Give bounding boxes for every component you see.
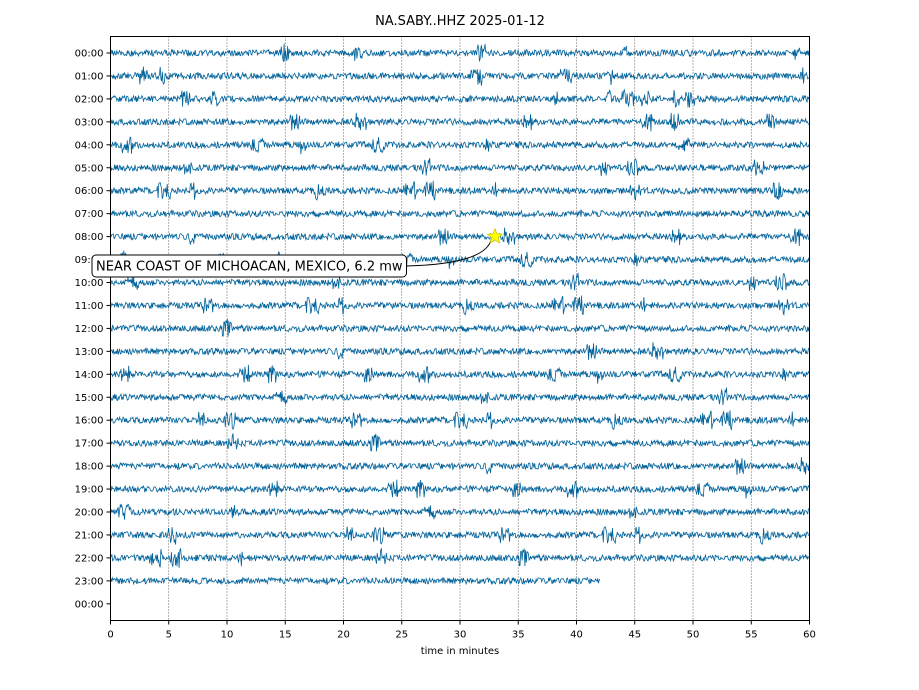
event-annotation: NEAR COAST OF MICHOACAN, MEXICO, 6.2 mw <box>91 227 504 278</box>
trace-line <box>110 342 810 361</box>
event-annotation-box <box>91 254 408 278</box>
x-tick-label: 0 <box>107 630 113 641</box>
trace-line <box>110 432 810 452</box>
x-tick-label: 15 <box>279 630 292 641</box>
y-tick-label: 11:00 <box>75 301 104 312</box>
y-tick-label: 14:00 <box>75 370 104 381</box>
y-tick-label: 00:00 <box>75 49 104 60</box>
y-tick-label: 22:00 <box>75 553 104 564</box>
x-axis-label: time in minutes <box>421 646 500 657</box>
trace-line <box>110 209 810 219</box>
trace-line <box>110 457 810 475</box>
trace-line <box>110 295 810 316</box>
y-tick-label: 05:00 <box>75 163 104 174</box>
trace-line <box>110 272 810 291</box>
trace-line <box>110 410 810 431</box>
y-tick-label: 09:00 <box>75 255 104 266</box>
event-annotation-label: NEAR COAST OF MICHOACAN, MEXICO, 6.2 mw <box>96 260 403 275</box>
y-tick-label: 12:00 <box>75 324 104 335</box>
y-tick-label: 19:00 <box>75 485 104 496</box>
x-tick-label: 55 <box>745 630 758 641</box>
trace-line <box>110 43 810 63</box>
trace-line <box>110 479 810 499</box>
y-tick-label: 01:00 <box>75 71 104 82</box>
x-tick-label: 30 <box>454 630 467 641</box>
x-tick-label: 20 <box>337 630 350 641</box>
trace-line <box>110 112 810 132</box>
x-tick-label: 5 <box>166 630 172 641</box>
x-tick-label: 25 <box>395 630 408 641</box>
x-tick-label: 40 <box>570 630 583 641</box>
trace-line <box>110 503 810 520</box>
x-tick-label: 10 <box>221 630 234 641</box>
y-tick-label: 10:00 <box>75 278 104 289</box>
y-tick-label: 08:00 <box>75 232 104 243</box>
trace-line <box>110 547 810 568</box>
trace-line <box>110 180 810 202</box>
x-axis-ticks: 0 5 10 15 20 25 30 35 40 45 50 55 60 <box>107 620 816 641</box>
y-tick-label: 07:00 <box>75 209 104 220</box>
y-tick-label: 13:00 <box>75 347 104 358</box>
trace-line <box>110 88 810 108</box>
trace-line <box>110 158 810 177</box>
event-star-marker <box>486 227 504 244</box>
seismic-traces <box>110 43 810 586</box>
x-tick-label: 50 <box>687 630 700 641</box>
trace-line <box>110 66 810 86</box>
trace-line <box>110 387 810 406</box>
y-tick-label: 16:00 <box>75 416 104 427</box>
y-tick-label: 23:00 <box>75 576 104 587</box>
chart-title: NA.SABY..HHZ 2025-01-12 <box>375 14 545 29</box>
x-tick-label: 45 <box>628 630 641 641</box>
y-tick-label: 20:00 <box>75 508 104 519</box>
y-tick-label: 03:00 <box>75 117 104 128</box>
y-tick-label: 02:00 <box>75 94 104 105</box>
event-annotation-arrow <box>406 240 492 267</box>
y-tick-label: 15:00 <box>75 393 104 404</box>
y-tick-label: 21:00 <box>75 530 104 541</box>
y-tick-label: 06:00 <box>75 186 104 197</box>
trace-line <box>110 136 810 155</box>
trace-line <box>110 227 810 247</box>
y-tick-label: 18:00 <box>75 462 104 473</box>
y-tick-label: 04:00 <box>75 140 104 151</box>
trace-line <box>110 319 810 337</box>
x-tick-label: 35 <box>512 630 525 641</box>
trace-line <box>110 526 810 546</box>
y-axis-ticks: 00:00 01:00 02:00 03:00 04:00 05:00 06:00 07:00… <box>75 49 111 610</box>
trace-line <box>110 364 810 384</box>
x-tick-label: 60 <box>803 630 816 641</box>
y-tick-label: 00:00 <box>75 599 104 610</box>
y-tick-label: 17:00 <box>75 439 104 450</box>
trace-line <box>110 576 601 586</box>
